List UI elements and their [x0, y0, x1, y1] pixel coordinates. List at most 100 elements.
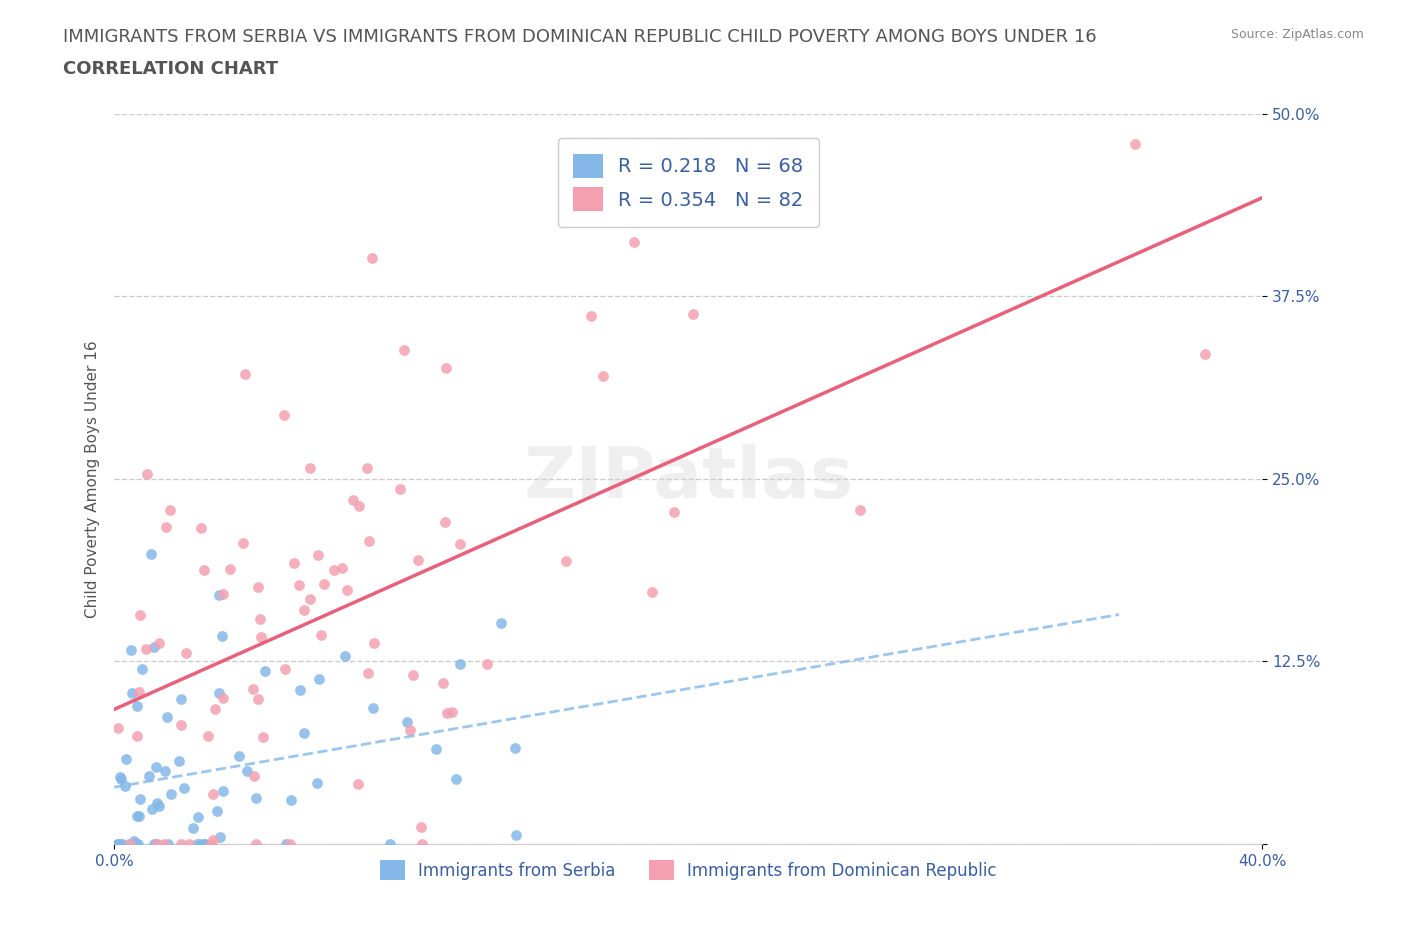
Point	[176, 645, 198, 660]
Point	[336, 583, 359, 598]
Point	[555, 553, 578, 568]
Point	[155, 520, 177, 535]
Point	[120, 643, 142, 658]
Point	[128, 684, 150, 699]
Point	[159, 502, 181, 517]
Point	[193, 836, 215, 851]
Point	[292, 603, 315, 618]
Point	[641, 585, 664, 600]
Point	[280, 792, 302, 807]
Point	[505, 827, 527, 842]
Point	[125, 728, 148, 743]
Point	[1123, 136, 1146, 151]
Point	[592, 368, 614, 383]
Point	[232, 536, 254, 551]
Point	[440, 704, 463, 719]
Point	[245, 790, 267, 805]
Point	[363, 635, 385, 650]
Point	[305, 776, 328, 790]
Point	[208, 588, 231, 603]
Point	[169, 718, 191, 733]
Point	[444, 772, 467, 787]
Point	[581, 309, 603, 324]
Point	[194, 836, 217, 851]
Point	[202, 787, 225, 802]
Point	[623, 234, 645, 249]
Point	[378, 836, 401, 851]
Point	[411, 819, 433, 834]
Point	[212, 783, 235, 798]
Point	[356, 666, 378, 681]
Point	[235, 764, 257, 778]
Point	[142, 836, 165, 851]
Point	[115, 751, 138, 766]
Point	[250, 630, 273, 644]
Point	[207, 804, 229, 818]
Point	[662, 505, 685, 520]
Point	[128, 808, 150, 823]
Point	[292, 725, 315, 740]
Point	[138, 768, 160, 783]
Point	[127, 809, 149, 824]
Point	[432, 675, 454, 690]
Point	[111, 836, 134, 851]
Point	[333, 649, 356, 664]
Point	[204, 702, 226, 717]
Point	[273, 661, 295, 676]
Point	[211, 587, 233, 602]
Point	[146, 796, 169, 811]
Point	[233, 366, 256, 381]
Point	[120, 836, 142, 851]
Point	[273, 407, 295, 422]
Point	[342, 493, 364, 508]
Point	[245, 836, 267, 851]
Point	[242, 682, 264, 697]
Point	[110, 772, 132, 787]
Point	[308, 672, 330, 687]
Point	[155, 710, 177, 724]
Point	[360, 251, 382, 266]
Point	[299, 461, 322, 476]
Point	[201, 833, 224, 848]
Point	[408, 552, 430, 567]
Point	[246, 692, 269, 707]
Point	[159, 787, 181, 802]
Point	[356, 461, 378, 476]
Point	[114, 778, 136, 793]
Point	[142, 640, 165, 655]
Point	[108, 836, 131, 851]
Point	[127, 698, 149, 713]
Point	[475, 657, 498, 671]
Point	[307, 547, 329, 562]
Point	[349, 498, 371, 513]
Point	[449, 537, 471, 551]
Point	[181, 820, 204, 835]
Text: ZIPatlas: ZIPatlas	[523, 445, 853, 513]
Point	[122, 834, 145, 849]
Point	[489, 616, 512, 631]
Point	[449, 657, 471, 671]
Point	[278, 836, 301, 851]
Point	[135, 642, 157, 657]
Point	[139, 546, 162, 561]
Point	[242, 768, 264, 783]
Point	[394, 342, 416, 357]
Point	[211, 629, 233, 644]
Point	[145, 836, 167, 851]
Point	[211, 690, 233, 705]
Point	[146, 836, 169, 851]
Point	[197, 729, 219, 744]
Point	[322, 563, 344, 578]
Point	[848, 503, 870, 518]
Point	[148, 636, 170, 651]
Y-axis label: Child Poverty Among Boys Under 16: Child Poverty Among Boys Under 16	[86, 340, 100, 618]
Point	[389, 482, 412, 497]
Point	[283, 556, 305, 571]
Point	[124, 836, 146, 851]
Point	[153, 836, 176, 851]
Point	[141, 801, 163, 816]
Point	[136, 467, 159, 482]
Point	[436, 706, 458, 721]
Legend: R = 0.218   N = 68, R = 0.354   N = 82: R = 0.218 N = 68, R = 0.354 N = 82	[558, 139, 818, 227]
Point	[121, 686, 143, 701]
